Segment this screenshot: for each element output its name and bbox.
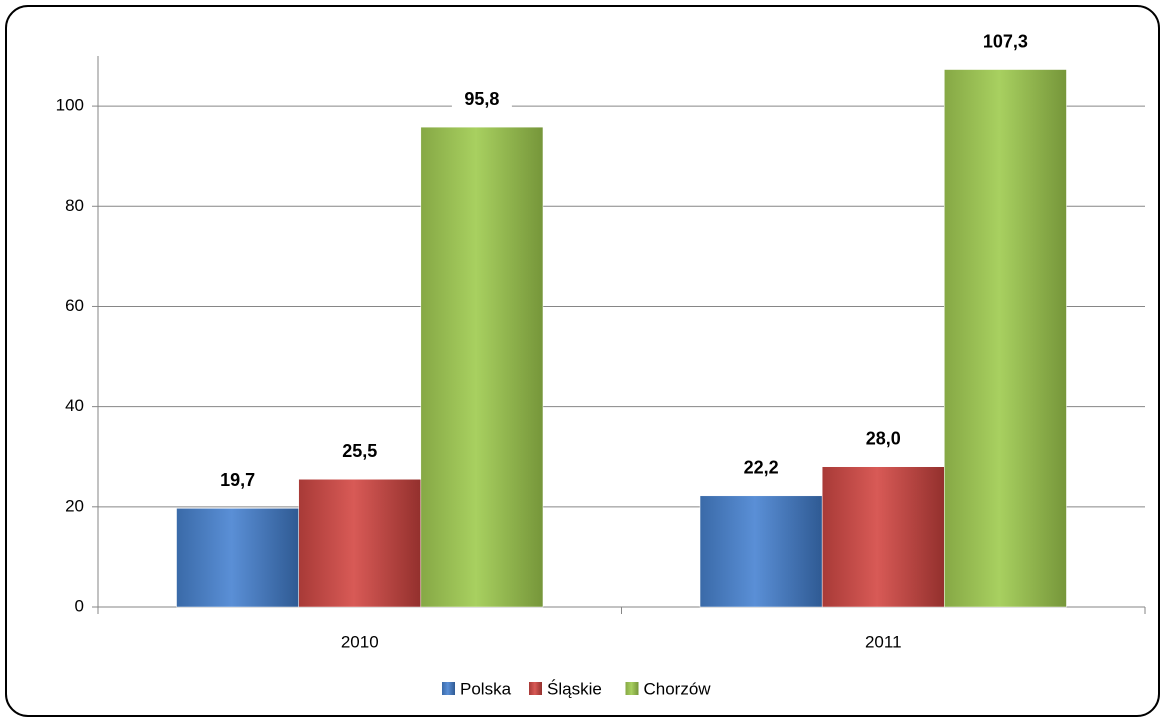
bar bbox=[699, 495, 823, 608]
bar bbox=[821, 466, 945, 608]
legend-swatch bbox=[529, 682, 542, 695]
bar bbox=[944, 69, 1067, 608]
value-label-bg bbox=[451, 87, 512, 112]
value-label-bg bbox=[329, 439, 390, 464]
value-label: 28,0 bbox=[866, 428, 901, 448]
value-label-bg bbox=[853, 426, 914, 451]
y-tick-label: 60 bbox=[65, 296, 84, 315]
value-label-bg bbox=[731, 455, 792, 480]
x-tick-label: 2010 bbox=[341, 632, 379, 651]
x-tick-label: 2011 bbox=[865, 632, 902, 651]
value-label: 19,7 bbox=[220, 470, 255, 490]
value-label: 22,2 bbox=[744, 458, 779, 478]
legend-label: Śląskie bbox=[547, 679, 602, 698]
legend-label: Chorzów bbox=[644, 679, 712, 698]
y-tick-label: 0 bbox=[75, 596, 84, 615]
bar bbox=[420, 126, 544, 608]
bar bbox=[176, 508, 299, 608]
value-label: 107,3 bbox=[983, 31, 1028, 51]
y-tick-label: 40 bbox=[65, 396, 84, 415]
legend-swatch bbox=[442, 682, 455, 695]
value-label: 95,8 bbox=[464, 89, 499, 109]
legend-label: Polska bbox=[460, 679, 512, 698]
legend-swatch bbox=[625, 682, 639, 695]
value-label-bg bbox=[975, 29, 1036, 54]
bar bbox=[298, 479, 422, 608]
y-tick-label: 80 bbox=[65, 196, 84, 215]
value-label-bg bbox=[207, 468, 268, 493]
y-tick-label: 100 bbox=[56, 96, 84, 115]
y-tick-label: 20 bbox=[65, 496, 84, 515]
value-label: 25,5 bbox=[342, 441, 377, 461]
